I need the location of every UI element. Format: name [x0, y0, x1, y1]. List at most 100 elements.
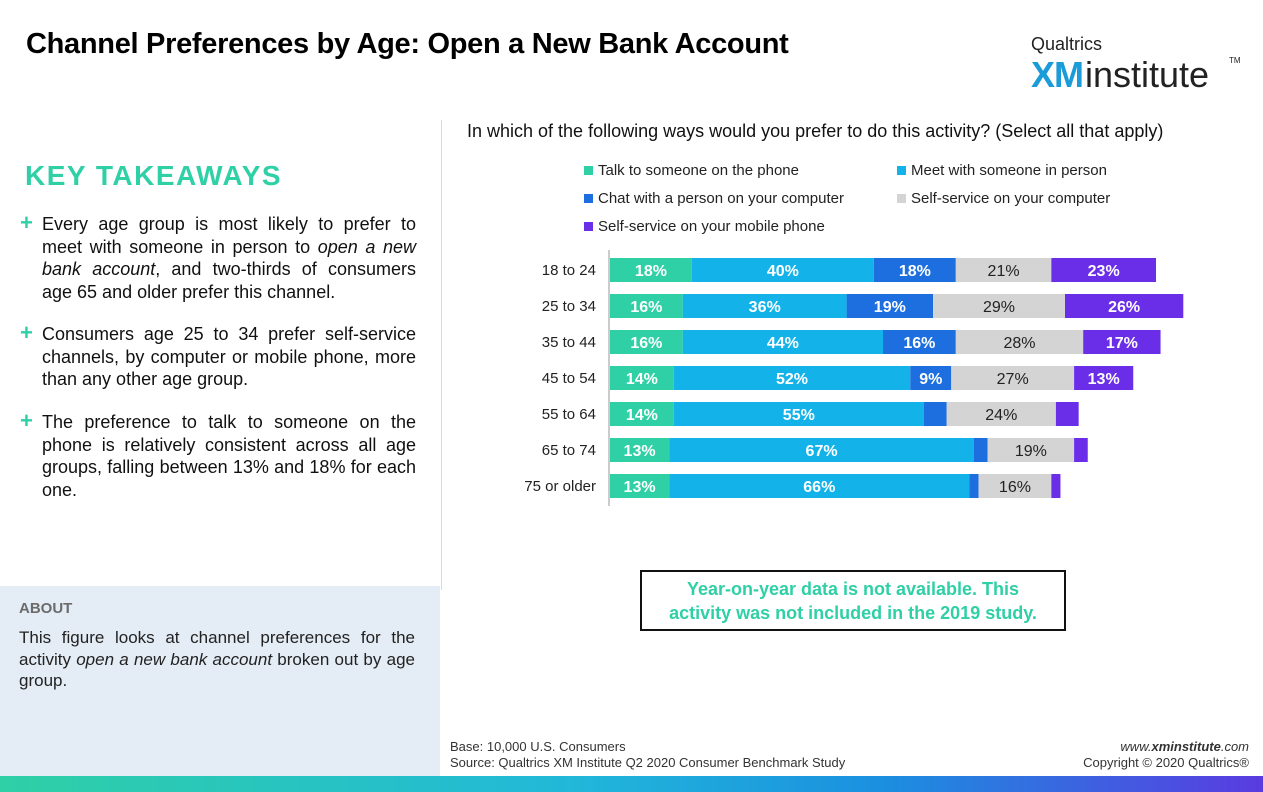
bar-segment [987, 438, 1075, 462]
bar-segment [691, 258, 874, 282]
plus-icon: + [20, 210, 33, 235]
bar-segment [1074, 366, 1134, 390]
bar-segment [955, 258, 1052, 282]
footer-source: Base: 10,000 U.S. Consumers Source: Qual… [450, 739, 845, 771]
legend-item-self-mobile: Self-service on your mobile phone [584, 218, 825, 235]
data-label: 16% [999, 479, 1031, 496]
data-label: 19% [1015, 443, 1047, 460]
footer-base: Base: 10,000 U.S. Consumers [450, 739, 626, 754]
yoy-note-box: Year-on-year data is not available. This… [640, 570, 1066, 631]
bar-segment [969, 474, 979, 498]
about-heading: ABOUT [19, 600, 73, 617]
bar-segment [846, 294, 934, 318]
legend-swatch [584, 166, 593, 175]
footer-source-text: Source: Qualtrics XM Institute Q2 2020 C… [450, 755, 846, 770]
takeaway-text: The preference to talk to someone on the… [42, 412, 416, 500]
data-label: 52% [776, 371, 808, 388]
bottom-gradient-bar [0, 776, 1263, 792]
legend-item-in-person: Meet with someone in person [897, 162, 1107, 179]
chart-question: In which of the following ways would you… [467, 121, 1164, 141]
data-label: 66% [803, 479, 835, 496]
data-label: 16% [630, 299, 662, 316]
takeaway-item: + The preference to talk to someone on t… [20, 408, 416, 501]
bar-segment [610, 366, 674, 390]
takeaway-item: + Every age group is most likely to pref… [20, 210, 417, 303]
data-label: 14% [626, 371, 658, 388]
bar-segment [933, 294, 1065, 318]
data-label: 19% [874, 299, 906, 316]
data-label: 24% [985, 407, 1017, 424]
bar-segment [1074, 438, 1088, 462]
bar-segment [610, 438, 670, 462]
logo-institute-text: institute [1085, 54, 1210, 95]
category-label: 75 or older [524, 478, 596, 495]
data-label: 67% [806, 443, 838, 460]
bar-segment [923, 402, 947, 426]
data-label: 16% [903, 335, 935, 352]
bar-segment [910, 366, 952, 390]
bar-segment [610, 330, 683, 354]
takeaway-text: Every age group is most likely to prefer… [42, 214, 417, 302]
bar-segment [978, 474, 1052, 498]
data-label: 21% [988, 263, 1020, 280]
data-label: 28% [1003, 335, 1035, 352]
data-label: 13% [624, 443, 656, 460]
key-takeaways-heading: KEY TAKEAWAYS [25, 160, 283, 191]
data-label: 18% [899, 263, 931, 280]
category-label: 25 to 34 [542, 298, 596, 315]
note-line-2: activity was not included in the 2019 st… [669, 603, 1037, 623]
category-label: 65 to 74 [542, 442, 596, 459]
bar-segment [669, 474, 970, 498]
note-line-1: Year-on-year data is not available. This [686, 579, 1020, 599]
legend-item-phone: Talk to someone on the phone [584, 162, 799, 179]
data-label: 29% [983, 299, 1015, 316]
bar-segment [610, 258, 692, 282]
logo-xm-text: XM [1031, 54, 1084, 95]
bar-segment [1083, 330, 1161, 354]
bar-segment [946, 402, 1056, 426]
data-label: 9% [919, 371, 942, 388]
logo-qualtrics-text: Qualtrics [1031, 34, 1103, 54]
bar-segment [1055, 402, 1079, 426]
legend-item-self-computer: Self-service on your computer [897, 190, 1110, 207]
data-label: 17% [1106, 335, 1138, 352]
data-label: 44% [767, 335, 799, 352]
plus-icon: + [20, 320, 33, 345]
category-label: 18 to 24 [542, 262, 596, 279]
bar-segment [673, 402, 924, 426]
bar-segment [1051, 474, 1061, 498]
bar-segment [1051, 258, 1156, 282]
bar-segment [873, 258, 956, 282]
footer-url[interactable]: www.xminstitute.com [1120, 739, 1249, 754]
category-label: 55 to 64 [542, 406, 596, 423]
footer-right: www.xminstitute.com Copyright © 2020 Qua… [1083, 739, 1249, 771]
about-text: This figure looks at channel preferences… [19, 628, 415, 690]
bar-segment [682, 294, 847, 318]
category-label: 45 to 54 [542, 370, 596, 387]
data-label: 16% [630, 335, 662, 352]
data-label: 23% [1088, 263, 1120, 280]
logo-tm-text: TM [1229, 56, 1241, 65]
xm-institute-logo: Qualtrics XM institute TM [1031, 34, 1246, 96]
bar-segment [610, 474, 670, 498]
bar-segment [951, 366, 1075, 390]
data-label: 36% [749, 299, 781, 316]
data-label: 26% [1108, 299, 1140, 316]
takeaway-item: + Consumers age 25 to 34 prefer self-ser… [20, 320, 416, 391]
bar-segment [669, 438, 974, 462]
plus-icon: + [20, 408, 33, 433]
bar-segment [974, 438, 988, 462]
data-label: 18% [635, 263, 667, 280]
stacked-bar-chart: 18 to 24 18% 40% 18% 21% 23% 25 to 34 16% 36% 19%… [524, 250, 1184, 506]
about-panel: ABOUT This figure looks at channel prefe… [0, 586, 440, 776]
legend-swatch [584, 222, 593, 231]
legend-item-chat: Chat with a person on your computer [584, 190, 844, 207]
bar-segment [955, 330, 1084, 354]
legend-swatch [897, 194, 906, 203]
data-label: 55% [783, 407, 815, 424]
data-label: 14% [626, 407, 658, 424]
bar-segment [610, 402, 674, 426]
footer-copyright: Copyright © 2020 Qualtrics® [1083, 755, 1249, 770]
vertical-divider [441, 120, 442, 590]
bar-segment [883, 330, 956, 354]
